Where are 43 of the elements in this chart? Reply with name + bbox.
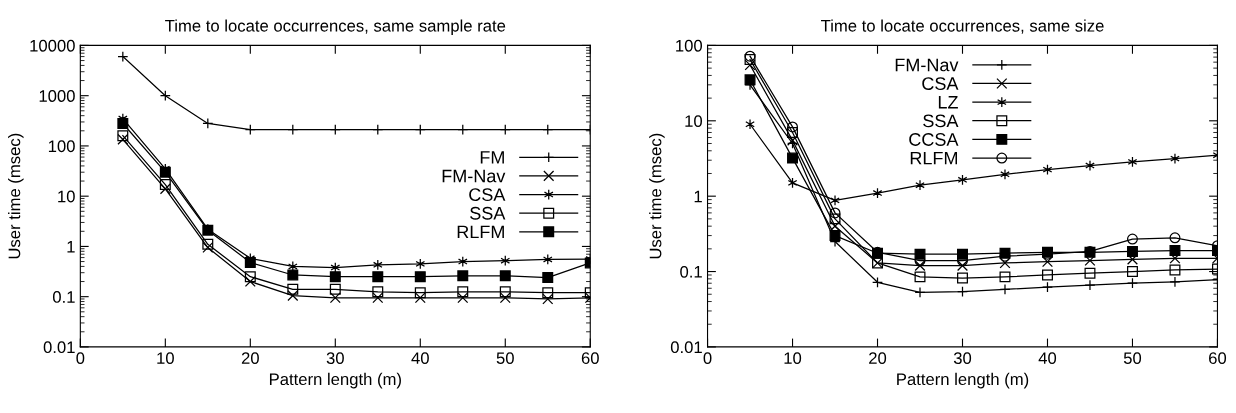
legend-label: CSA xyxy=(922,77,959,90)
x-tick-label: 10 xyxy=(784,352,802,365)
x-axis-title: Pattern length (m) xyxy=(269,372,401,389)
x-tick-label: 40 xyxy=(411,352,429,365)
y-tick-label: 0.1 xyxy=(52,291,75,303)
y-tick-label: 100 xyxy=(676,39,703,52)
x-tick-label: 30 xyxy=(953,352,972,365)
y-tick-label: 100 xyxy=(48,140,75,153)
chart-title: Time to locate occurrences, same sample rate xyxy=(165,19,506,35)
x-tick-label: 50 xyxy=(496,352,514,365)
y-tick-label: 0.01 xyxy=(670,341,702,354)
legend-label: RLFM xyxy=(457,225,504,239)
legend-label: SSA xyxy=(470,206,506,220)
legend-label: RLFM xyxy=(910,151,957,165)
legend-label: FM xyxy=(480,151,504,164)
legend-label: FM-Nav xyxy=(442,169,506,183)
y-axis-title: User time (msec) xyxy=(8,133,24,259)
x-tick-label: 0 xyxy=(703,352,712,365)
x-tick-label: 30 xyxy=(326,352,344,365)
y-tick-label: 0.01 xyxy=(43,341,75,354)
chart-title: Time to locate occurrences, same size xyxy=(821,19,1104,34)
legend-label: CSA xyxy=(469,188,506,202)
x-tick-label: 60 xyxy=(1209,352,1227,365)
x-tick-label: 50 xyxy=(1123,352,1142,365)
x-tick-label: 40 xyxy=(1038,352,1057,365)
x-tick-label: 0 xyxy=(76,352,85,365)
x-tick-label: 10 xyxy=(157,352,174,365)
legend-label: CCSA xyxy=(909,133,959,146)
y-tick-label: 1000 xyxy=(39,90,75,102)
legend-label: FM-Nav xyxy=(895,58,959,72)
y-tick-label: 1 xyxy=(694,190,702,203)
y-tick-label: 10 xyxy=(58,190,75,203)
y-tick-label: 1 xyxy=(67,241,75,253)
legend-label: LZ xyxy=(938,96,958,109)
y-tick-label: 0.1 xyxy=(680,265,702,278)
y-tick-label: 10000 xyxy=(30,39,75,52)
x-tick-label: 60 xyxy=(581,352,599,365)
x-tick-label: 20 xyxy=(241,352,259,365)
y-tick-label: 10 xyxy=(685,115,703,128)
x-axis-title: Pattern length (m) xyxy=(897,372,1029,389)
y-axis-title: User time (msec) xyxy=(649,133,665,259)
legend-label: SSA xyxy=(923,114,959,128)
x-tick-label: 20 xyxy=(869,352,887,365)
